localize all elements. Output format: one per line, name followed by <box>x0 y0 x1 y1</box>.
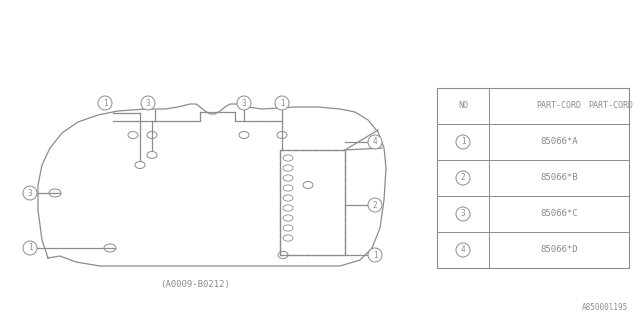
Text: 3: 3 <box>146 99 150 108</box>
Circle shape <box>368 135 382 149</box>
Circle shape <box>23 241 37 255</box>
Text: A85000l195: A85000l195 <box>582 303 628 312</box>
Text: PART-CORD: PART-CORD <box>589 101 634 110</box>
Circle shape <box>456 171 470 185</box>
Text: 2: 2 <box>372 201 378 210</box>
Text: 1: 1 <box>372 251 378 260</box>
Text: NO: NO <box>458 101 468 110</box>
Text: 1: 1 <box>280 99 284 108</box>
Circle shape <box>237 96 251 110</box>
Text: 4: 4 <box>461 245 465 254</box>
Text: 3: 3 <box>242 99 246 108</box>
Circle shape <box>456 243 470 257</box>
Text: (A0009-B0212): (A0009-B0212) <box>160 281 230 290</box>
Text: 2: 2 <box>461 173 465 182</box>
Text: 3: 3 <box>461 210 465 219</box>
Circle shape <box>141 96 155 110</box>
Text: 3: 3 <box>28 188 32 197</box>
Text: 85066*D: 85066*D <box>540 245 578 254</box>
Circle shape <box>456 207 470 221</box>
Bar <box>437 88 629 268</box>
Text: 1: 1 <box>102 99 108 108</box>
Circle shape <box>98 96 112 110</box>
Text: 4: 4 <box>372 138 378 147</box>
Circle shape <box>23 186 37 200</box>
Text: 85066*B: 85066*B <box>540 173 578 182</box>
Text: PART-CORD: PART-CORD <box>536 101 582 110</box>
Circle shape <box>456 135 470 149</box>
Circle shape <box>368 198 382 212</box>
Bar <box>280 150 345 255</box>
Circle shape <box>275 96 289 110</box>
Text: 1: 1 <box>461 138 465 147</box>
Circle shape <box>368 248 382 262</box>
Bar <box>280 150 345 255</box>
Text: 1: 1 <box>28 244 32 252</box>
Text: 85066*A: 85066*A <box>540 138 578 147</box>
Text: 85066*C: 85066*C <box>540 210 578 219</box>
